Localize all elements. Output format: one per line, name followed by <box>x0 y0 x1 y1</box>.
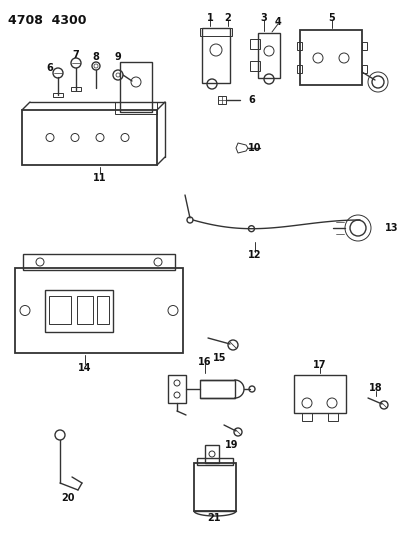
Bar <box>361 65 366 73</box>
Bar <box>361 42 366 50</box>
Text: 2: 2 <box>224 13 231 23</box>
Bar <box>296 65 301 73</box>
Bar <box>97 296 109 324</box>
Text: 9: 9 <box>114 52 121 62</box>
Bar <box>299 30 361 85</box>
Bar <box>293 375 345 413</box>
Bar <box>120 62 152 112</box>
Bar <box>53 93 63 97</box>
Text: 20: 20 <box>61 493 75 503</box>
Bar <box>77 296 93 324</box>
Bar <box>296 42 301 50</box>
Bar <box>218 96 225 104</box>
Bar <box>204 445 218 463</box>
Text: 5: 5 <box>328 13 335 23</box>
Bar <box>22 110 157 165</box>
Text: 12: 12 <box>248 250 261 260</box>
Bar <box>45 290 113 332</box>
Bar <box>194 463 235 511</box>
Text: 3: 3 <box>260 13 267 23</box>
Bar <box>199 28 231 36</box>
Bar <box>249 39 259 49</box>
Bar <box>71 87 81 91</box>
Text: 15: 15 <box>213 353 226 363</box>
Bar <box>257 33 279 78</box>
Text: 11: 11 <box>93 173 107 183</box>
Text: 13: 13 <box>384 223 398 233</box>
Text: 19: 19 <box>225 440 238 450</box>
Bar <box>49 296 71 324</box>
Bar <box>23 254 175 270</box>
Text: 4708  4300: 4708 4300 <box>8 14 86 27</box>
Bar <box>197 458 233 465</box>
Text: 1: 1 <box>206 13 213 23</box>
Bar <box>249 61 259 71</box>
Text: 14: 14 <box>78 363 92 373</box>
Text: 21: 21 <box>207 513 220 523</box>
Bar <box>199 380 235 398</box>
Bar <box>202 28 230 83</box>
Text: 6: 6 <box>47 63 53 73</box>
Bar <box>327 413 337 421</box>
Text: 7: 7 <box>72 50 79 60</box>
Text: 6: 6 <box>247 95 254 105</box>
Bar <box>168 375 185 403</box>
Text: 10: 10 <box>247 143 261 153</box>
Bar <box>15 268 183 353</box>
Text: 4: 4 <box>274 17 281 27</box>
Text: 16: 16 <box>198 357 211 367</box>
Text: 18: 18 <box>368 383 382 393</box>
Text: 8: 8 <box>93 52 99 62</box>
Bar <box>301 413 311 421</box>
Bar <box>115 102 157 114</box>
Text: 17: 17 <box>313 360 326 370</box>
